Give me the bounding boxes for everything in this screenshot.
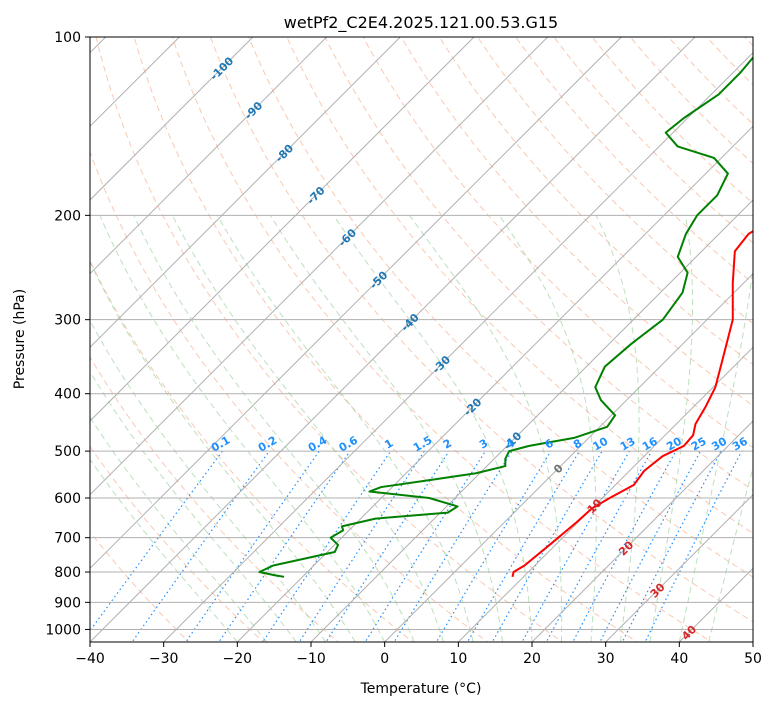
dry-adiabat	[629, 37, 753, 165]
isotherm	[457, 346, 753, 642]
x-tick-label: 10	[449, 651, 467, 667]
mixing-ratio-line	[466, 450, 580, 642]
y-tick-label: 200	[54, 208, 81, 224]
y-tick-label: 700	[54, 531, 81, 547]
mixing-ratio-line	[599, 450, 702, 642]
moist-adiabat	[99, 215, 386, 642]
mixing-ratio-line	[491, 450, 603, 642]
moist-adiabat	[133, 215, 415, 642]
moist-adiabat	[90, 458, 238, 642]
mixing-ratio-line	[393, 450, 513, 642]
mixing-ratio-line	[621, 450, 722, 642]
dry-adiabat	[209, 37, 753, 623]
isotherm	[90, 37, 328, 275]
y-tick-label: 600	[54, 491, 81, 507]
isotherm	[236, 125, 753, 642]
moist-adiabat	[90, 260, 356, 642]
mixing-ratio-line	[185, 450, 320, 642]
mixing-ratio-line	[131, 450, 270, 642]
y-axis: 1000 900 800 700 600 500 400 300 200 100	[45, 30, 90, 638]
moist-adiabat	[498, 215, 597, 642]
y-tick-label: 1000	[45, 622, 81, 638]
moist-adiabats	[90, 215, 753, 642]
isotherm	[90, 37, 254, 201]
moist-adiabat	[649, 215, 694, 642]
x-axis-title: Temperature (°C)	[360, 681, 482, 697]
isotherm	[531, 420, 753, 642]
x-tick-label: −20	[223, 651, 253, 667]
isotherm	[90, 37, 622, 570]
dry-adiabat	[90, 356, 340, 642]
temperature-line	[511, 229, 753, 578]
moist-adiabat	[333, 215, 533, 642]
dry-adiabat	[248, 37, 753, 578]
moist-adiabat	[216, 215, 474, 642]
moist-adiabat	[172, 215, 445, 642]
isotherm	[90, 37, 475, 422]
dry-adiabat	[171, 37, 713, 642]
y-axis-title: Pressure (hPa)	[12, 289, 28, 389]
y-tick-label: 800	[54, 565, 81, 581]
mixing-ratio-line	[521, 450, 631, 642]
dewpoint-line	[258, 56, 753, 578]
y-tick-label: 400	[54, 387, 81, 403]
moist-adiabat	[269, 215, 504, 642]
isotherm	[384, 272, 753, 642]
isotherm	[90, 37, 696, 642]
y-tick-label: 500	[54, 444, 81, 460]
moist-adiabat	[90, 370, 297, 642]
moist-adiabat	[90, 319, 327, 642]
x-axis: −40 −30 −20 −10 0 10 20 30 40 50	[75, 642, 762, 667]
x-tick-label: 30	[597, 651, 615, 667]
moist-adiabat	[90, 416, 268, 642]
isotherm	[90, 37, 401, 349]
dry-adiabat	[515, 37, 753, 284]
dry-adiabat	[362, 37, 753, 449]
dry-adiabat	[324, 37, 753, 491]
isotherm	[310, 199, 753, 642]
y-tick-label: 300	[54, 313, 81, 329]
mixing-ratio-line	[435, 450, 552, 642]
isotherm	[90, 37, 549, 496]
moist-adiabat	[678, 264, 753, 642]
mixing-ratio-line	[364, 450, 486, 642]
dry-adiabat	[90, 445, 265, 642]
dry-adiabat	[286, 37, 753, 534]
dry-adiabat	[133, 37, 638, 642]
dry-adiabat	[400, 37, 753, 407]
x-tick-label: −10	[296, 651, 326, 667]
mixing-ratio-line	[262, 450, 392, 642]
mixing-ratio-line	[644, 450, 743, 642]
dry-adiabat	[90, 259, 414, 642]
y-tick-label: 100	[54, 30, 81, 46]
isotherm	[163, 51, 753, 642]
profile-series	[258, 56, 753, 578]
plot-frame	[89, 36, 754, 643]
moist-adiabat	[595, 215, 640, 642]
dry-adiabat	[95, 37, 564, 642]
y-tick-label: 900	[54, 595, 81, 611]
isotherm	[605, 493, 753, 642]
dry-adiabat	[438, 37, 753, 366]
x-tick-label: 20	[523, 651, 541, 667]
chart-title: wetPf2_C2E4.2025.121.00.53.G15	[284, 13, 558, 33]
x-tick-label: 0	[380, 651, 389, 667]
x-tick-label: 40	[670, 651, 688, 667]
mixing-ratio-line	[572, 450, 677, 642]
moist-adiabat	[409, 215, 563, 642]
isotherms	[90, 37, 753, 642]
x-tick-label: 50	[744, 651, 762, 667]
x-tick-label: −30	[149, 651, 179, 667]
dry-adiabat	[477, 37, 753, 325]
x-tick-label: −40	[75, 651, 105, 667]
plot-area: -100-90-80-70-60-50-40-30-20-10010203040…	[90, 37, 753, 642]
